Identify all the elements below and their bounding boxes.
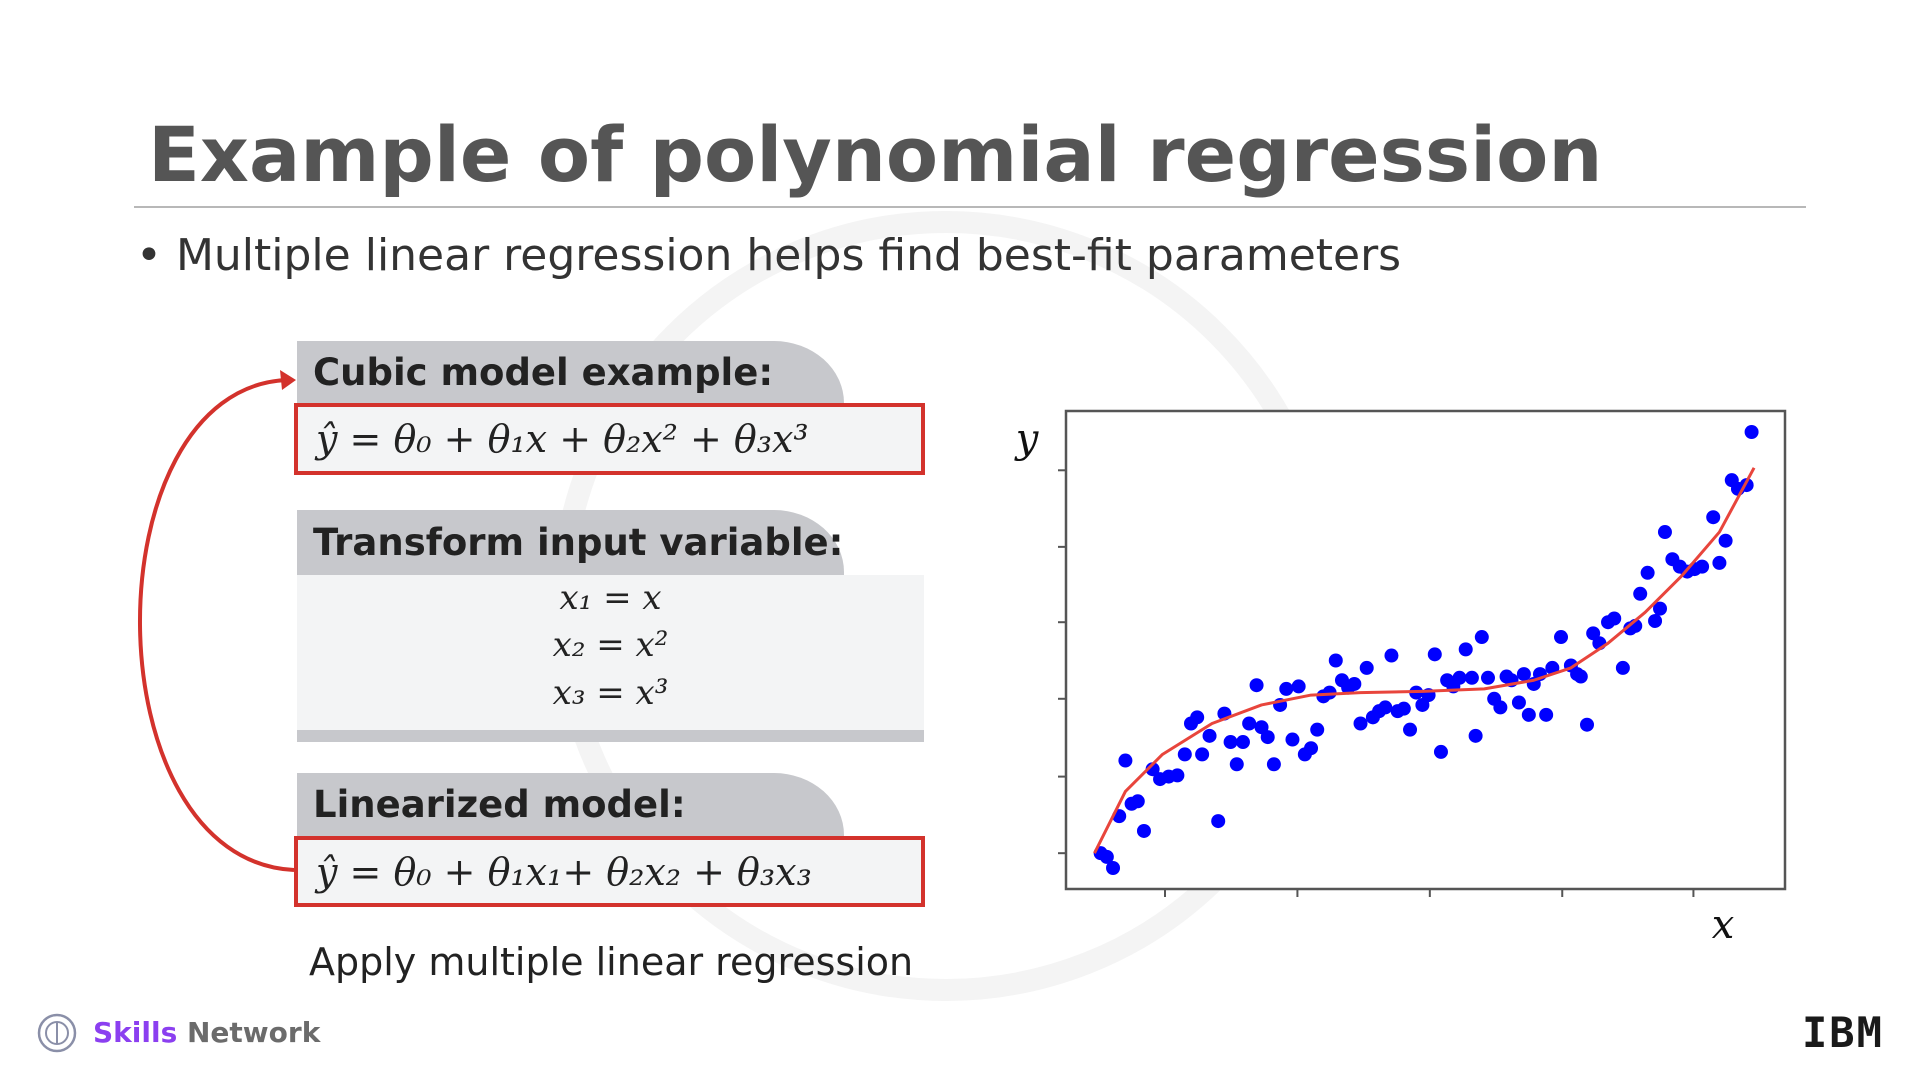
- equation: ŷ = θ₀ + θ₁x + θ₂x² + θ₃x³: [294, 403, 925, 475]
- data-point: [1347, 676, 1362, 691]
- data-point: [1744, 424, 1759, 439]
- x-axis-label: x: [1712, 902, 1735, 948]
- data-point: [1310, 722, 1325, 737]
- data-point: [1118, 753, 1133, 768]
- data-point: [1136, 823, 1151, 838]
- data-point: [1640, 565, 1655, 580]
- data-point: [1279, 681, 1294, 696]
- data-point: [1653, 601, 1668, 616]
- data-point: [1706, 510, 1721, 525]
- bullet: • Multiple linear regression helps find …: [136, 230, 1402, 281]
- data-point: [1521, 707, 1536, 722]
- brand-bold: Skills: [93, 1016, 178, 1049]
- data-point: [1211, 814, 1226, 829]
- arrow-head: [280, 370, 296, 390]
- data-point: [1579, 717, 1594, 732]
- data-point: [1615, 660, 1630, 675]
- slide-title: Example of polynomial regression: [148, 110, 1603, 199]
- panel-header: Cubic model example:: [297, 341, 844, 403]
- fit-curve: [1093, 467, 1756, 854]
- data-point: [1718, 533, 1733, 548]
- data-point: [1480, 670, 1495, 685]
- data-point: [1607, 611, 1622, 626]
- data-point: [1266, 757, 1281, 772]
- data-point: [1353, 716, 1368, 731]
- data-point: [1229, 757, 1244, 772]
- ibm-logo: IBM: [1802, 1008, 1884, 1057]
- data-point: [1396, 701, 1411, 716]
- data-point: [1359, 660, 1374, 675]
- data-point: [1452, 670, 1467, 685]
- data-point: [1633, 586, 1648, 601]
- data-point: [1384, 648, 1399, 663]
- data-point: [1242, 716, 1257, 731]
- data-point: [1648, 613, 1663, 628]
- data-point: [1328, 653, 1343, 668]
- data-point: [1249, 678, 1264, 693]
- y-axis-label: y: [1014, 416, 1040, 462]
- data-point: [1378, 700, 1393, 715]
- arrow: [138, 378, 295, 872]
- data-point: [1223, 735, 1238, 750]
- equation: x₃ = x³: [552, 673, 669, 713]
- caption: Apply multiple linear regression: [309, 940, 914, 984]
- data-point: [1573, 669, 1588, 684]
- data-point: [1427, 647, 1442, 662]
- brand: Skills Network: [93, 1016, 320, 1049]
- title-rule: [134, 206, 1806, 208]
- data-point: [1516, 667, 1531, 682]
- data-point: [1190, 710, 1205, 725]
- data-point: [1657, 525, 1672, 540]
- equation: x₁ = x: [559, 578, 662, 618]
- panel-body: [297, 575, 924, 742]
- brand-icon: [37, 1013, 77, 1053]
- data-point: [1695, 559, 1710, 574]
- data-point: [1403, 722, 1418, 737]
- data-point: [1511, 695, 1526, 710]
- data-point: [1539, 707, 1554, 722]
- data-point: [1712, 555, 1727, 570]
- equation: x₂ = x²: [552, 625, 669, 665]
- bullet-text: Multiple linear regression helps find be…: [175, 230, 1402, 281]
- data-point: [1130, 794, 1145, 809]
- data-point: [1235, 735, 1250, 750]
- data-point: [1304, 741, 1319, 756]
- plot-frame: [1064, 409, 1787, 891]
- data-point: [1458, 642, 1473, 657]
- data-point: [1285, 732, 1300, 747]
- data-point: [1433, 744, 1448, 759]
- data-point: [1493, 700, 1508, 715]
- data-point: [1554, 630, 1569, 645]
- panel-header: Linearized model:: [297, 773, 844, 836]
- data-point: [1195, 747, 1210, 762]
- data-point: [1468, 728, 1483, 743]
- data-point: [1170, 768, 1185, 783]
- equation: ŷ = θ₀ + θ₁x₁+ θ₂x₂ + θ₃x₃: [294, 836, 925, 907]
- data-point: [1106, 861, 1121, 876]
- brand-rest: Network: [187, 1016, 321, 1049]
- data-point: [1202, 728, 1217, 743]
- data-point: [1474, 630, 1489, 645]
- panel-header: Transform input variable:: [297, 510, 844, 575]
- data-point: [1260, 730, 1275, 745]
- data-point: [1177, 747, 1192, 762]
- data-point: [1464, 670, 1479, 685]
- data-point: [1322, 685, 1337, 700]
- data-point: [1099, 849, 1114, 864]
- data-point: [1291, 679, 1306, 694]
